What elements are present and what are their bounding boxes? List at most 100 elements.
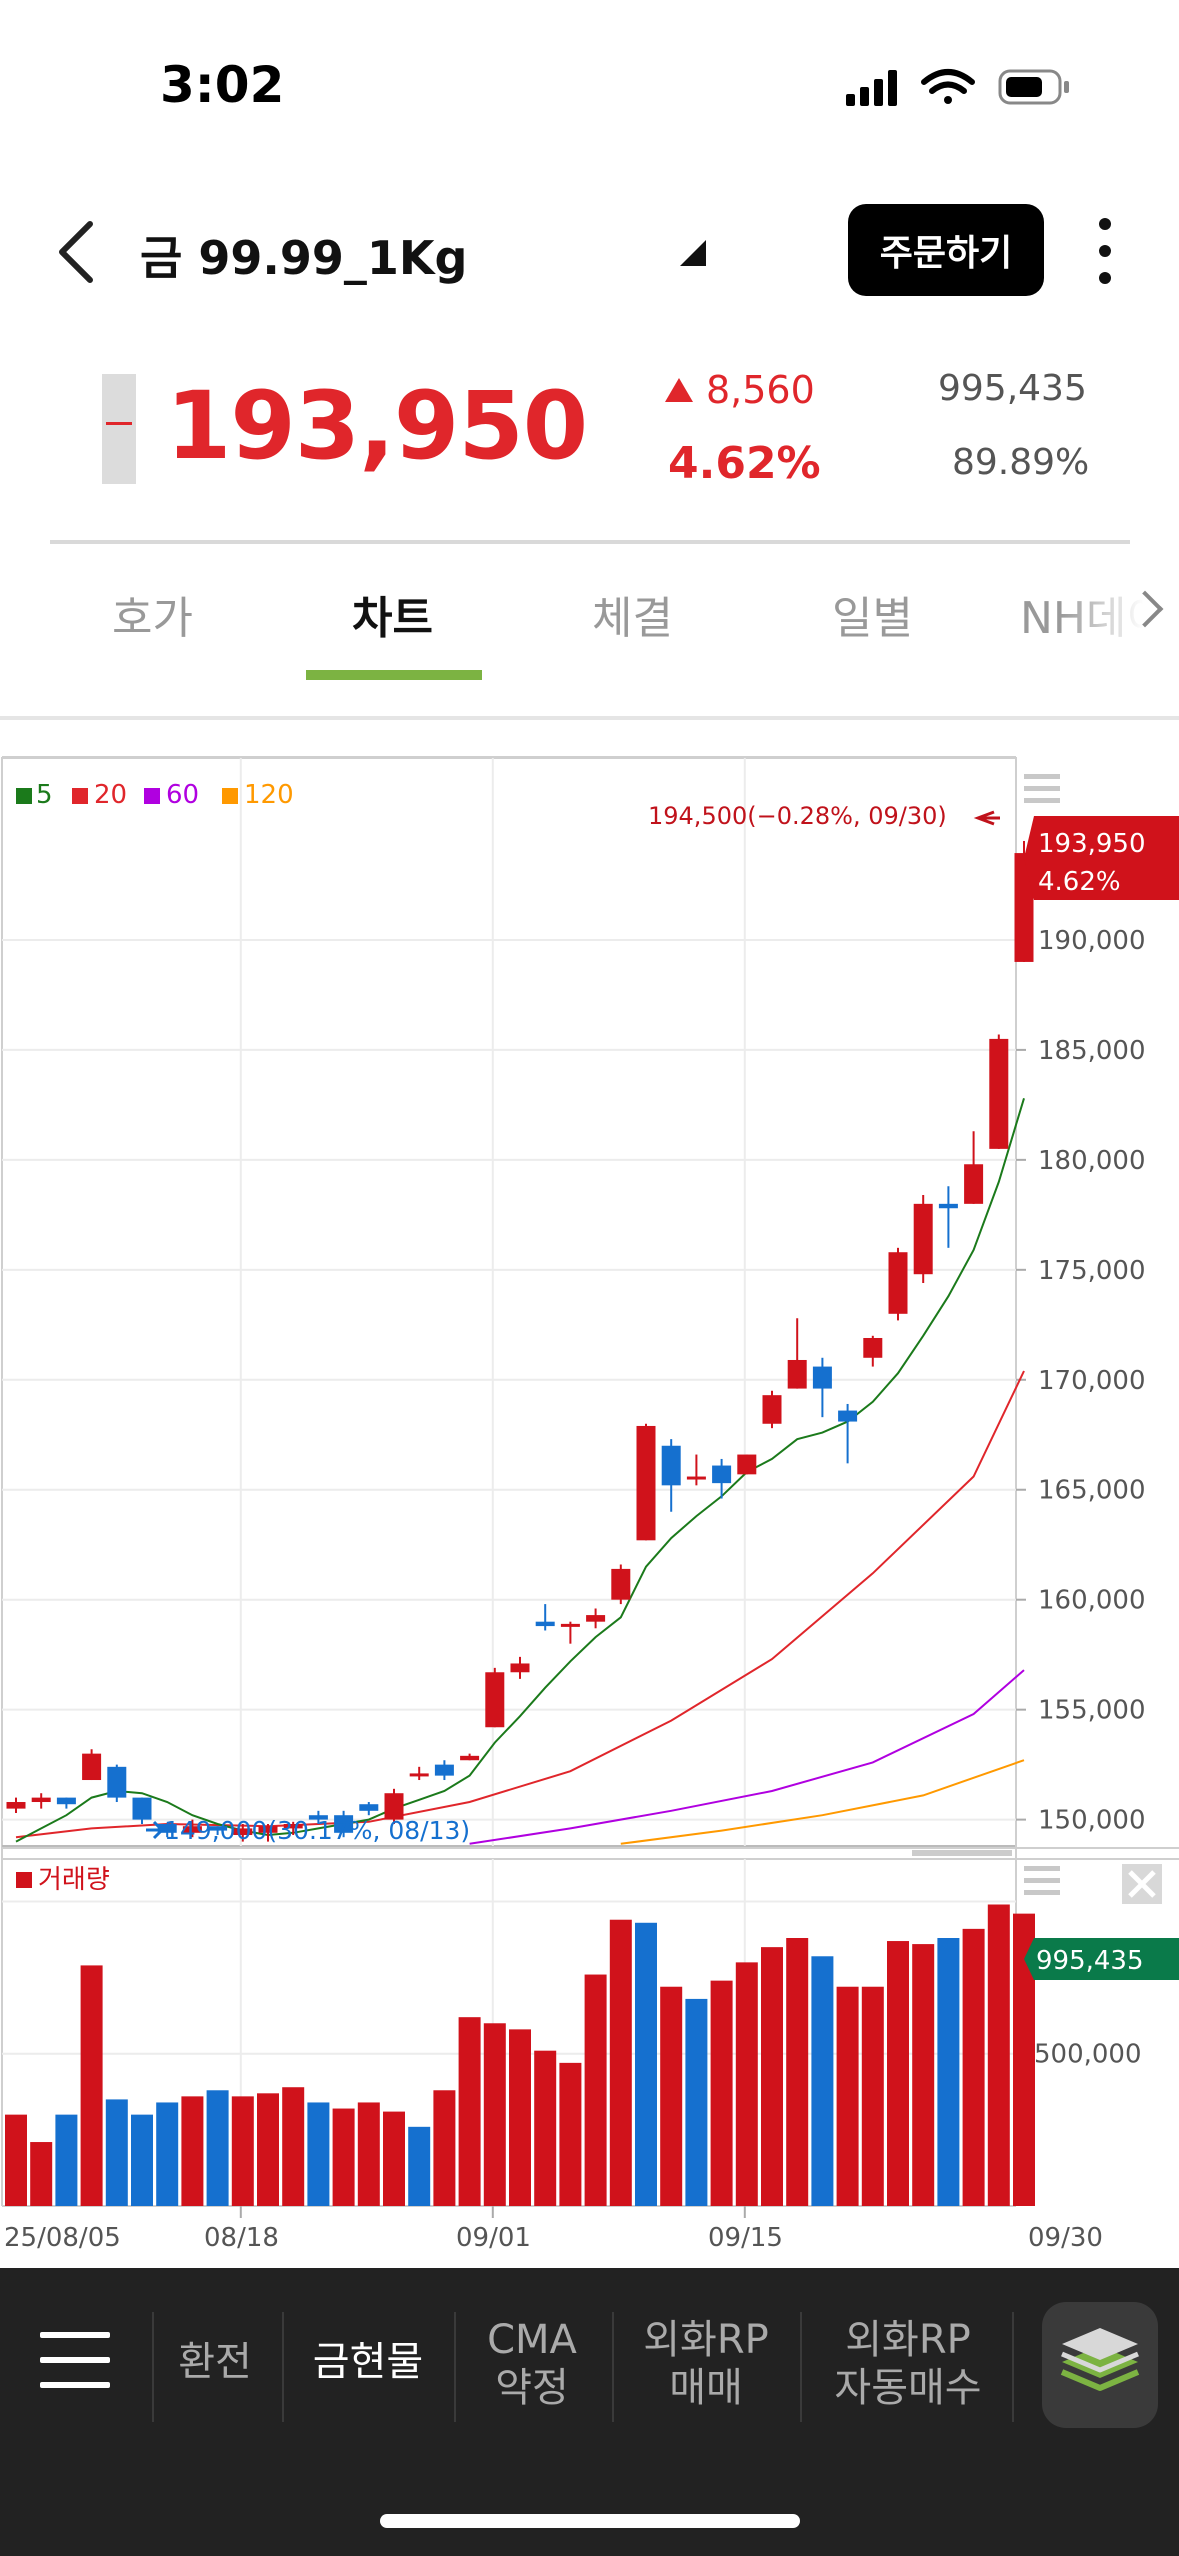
candle-body [6, 1802, 26, 1809]
price-change: 8,560 [706, 368, 815, 412]
price-range-marker [102, 374, 136, 484]
volume-badge: 995,435 [1024, 1938, 1179, 1980]
volume-bar [559, 2062, 582, 2206]
volume-bar [786, 1938, 809, 2206]
candle-body [535, 1621, 555, 1627]
candle-body [611, 1568, 631, 1600]
up-triangle-icon [665, 378, 693, 402]
volume-bar [458, 2017, 481, 2206]
x-tick-label: 08/18 [204, 2223, 279, 2253]
candle-body [258, 1826, 278, 1833]
candle-body [913, 1203, 933, 1275]
candle-body [434, 1764, 454, 1776]
trade-volume: 995,435 [938, 368, 1087, 409]
candle-body [838, 1410, 858, 1422]
last-price-value: 193,950 [1038, 829, 1146, 859]
x-tick-label: 25/08/05 [4, 2223, 121, 2253]
candle-body [510, 1663, 530, 1673]
x-tick-label: 09/15 [708, 2223, 783, 2253]
close-icon[interactable] [1122, 1864, 1162, 1904]
back-icon[interactable] [52, 218, 100, 286]
arrow-left-icon [973, 810, 1000, 826]
candle-body [233, 1828, 253, 1836]
nav-separator [152, 2312, 154, 2422]
volume-bars [5, 1904, 1035, 2206]
volume-bar [887, 1941, 909, 2206]
volume-bar [105, 2099, 128, 2206]
ma-20-line [15, 1370, 1025, 1839]
volume-bar [408, 2126, 431, 2206]
candle-body [283, 1824, 303, 1829]
price-chart[interactable]: 190,000 185,000 180,000 175,000 170,000 165,0… [0, 756, 1179, 2256]
current-price: 193,950 [166, 372, 588, 481]
candle-body [208, 1826, 228, 1831]
candle-body [686, 1476, 706, 1480]
volume-tick-label: 500,000 [1034, 2040, 1142, 2070]
legend-swatch-5 [16, 788, 32, 804]
volume-bar [1013, 1913, 1035, 2206]
price-change-percent: 4.62% [668, 438, 821, 489]
candle-body [182, 1826, 202, 1833]
volume-legend-label: 거래량 [38, 1865, 110, 1895]
menu-icon[interactable] [1024, 774, 1060, 803]
candle-body [863, 1337, 883, 1358]
chart-frame [1, 757, 1017, 1849]
legend-label-20: 20 [94, 780, 127, 810]
last-price-percent: 4.62% [1038, 867, 1121, 897]
volume-bar [30, 2142, 53, 2206]
volume-bar [509, 2029, 531, 2206]
nav-item-cma[interactable]: CMA 약정 [487, 2317, 577, 2411]
legend-label-120: 120 [244, 780, 294, 810]
volume-bar [912, 1944, 935, 2206]
candle-body [82, 1753, 102, 1781]
moving-average-lines [15, 1098, 1025, 1845]
layers-icon [1060, 2328, 1140, 2391]
status-time: 3:02 [160, 56, 285, 114]
product-title[interactable]: 금 99.99_1Kg [140, 231, 468, 285]
panel-resize-handle[interactable] [912, 1850, 1012, 1856]
nav-separator [282, 2312, 284, 2422]
candle-body [384, 1793, 404, 1820]
divider [50, 540, 1130, 544]
candle-body [359, 1804, 379, 1811]
tab-trades[interactable]: 체결 [592, 593, 673, 644]
candle-body [636, 1425, 656, 1541]
candle-body [888, 1252, 908, 1314]
candle-body [586, 1615, 606, 1622]
home-indicator [380, 2514, 800, 2528]
tab-daily[interactable]: 일별 [832, 593, 913, 644]
nav-item-exchange[interactable]: 환전 [178, 2339, 252, 2385]
volume-bar [55, 2114, 78, 2206]
candle-body [485, 1672, 505, 1728]
nav-item-fx-rp[interactable]: 외화RP 매매 [643, 2317, 769, 2411]
menu-icon[interactable] [1024, 1866, 1060, 1895]
candle-body [737, 1454, 757, 1475]
bottom-nav-bar [0, 2268, 1179, 2556]
tab-chart[interactable]: 차트 [352, 593, 433, 644]
tab-orderbook[interactable]: 호가 [112, 593, 193, 644]
y-tick-label: 160,000 [1038, 1586, 1146, 1616]
order-button[interactable]: 주문하기 [848, 204, 1044, 296]
candle-body [560, 1623, 580, 1627]
y-tick-label: 185,000 [1038, 1036, 1146, 1066]
volume-bar [332, 2108, 355, 2206]
volume-bar [534, 2050, 557, 2206]
more-icon[interactable] [1090, 218, 1120, 284]
nav-item-gold-spot[interactable]: 금현물 [312, 2339, 424, 2385]
signal-icon [846, 70, 897, 106]
legend-swatch-60 [144, 788, 160, 804]
volume-bar [307, 2102, 330, 2206]
x-tick-labels: 25/08/05 08/18 09/01 09/15 09/30 [4, 2223, 1103, 2253]
nav-separator [454, 2312, 456, 2422]
volume-bar [609, 1919, 632, 2206]
nav-item-fx-rp-auto[interactable]: 외화RP 자동매수 [834, 2317, 982, 2411]
hamburger-icon[interactable] [40, 2332, 110, 2388]
dropdown-triangle-icon[interactable] [680, 240, 706, 266]
volume-bar [257, 2093, 279, 2206]
volume-bar [861, 1986, 884, 2206]
layers-button[interactable] [1042, 2302, 1158, 2428]
volume-bar [80, 1965, 103, 2206]
volume-bar [433, 2090, 456, 2206]
y-tick-label: 175,000 [1038, 1256, 1146, 1286]
ma-legend: 5 20 60 120 [16, 780, 294, 810]
